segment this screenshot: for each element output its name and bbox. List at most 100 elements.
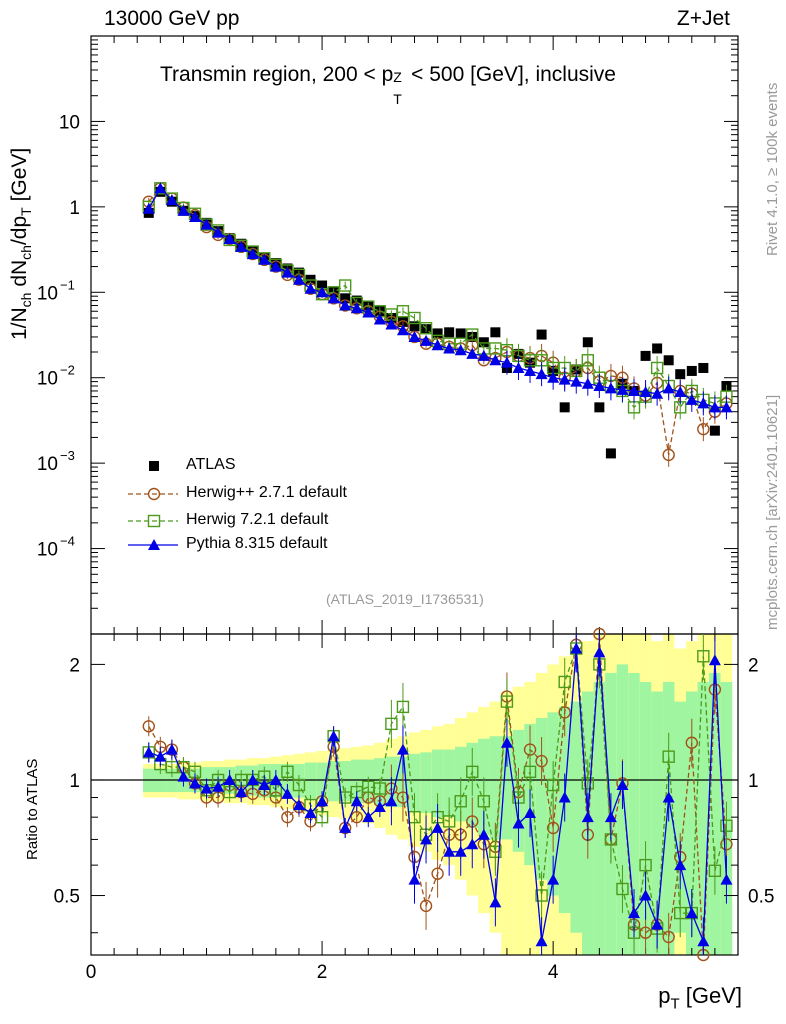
band-inner (628, 672, 640, 955)
y-tick-label: 10 (37, 369, 58, 390)
pythia-marker (212, 780, 225, 792)
herwig7-marker (454, 795, 467, 808)
pythia-marker (292, 273, 305, 285)
pythia-marker (408, 873, 421, 885)
pythia-marker (200, 782, 213, 794)
pythia-marker (604, 382, 617, 394)
herwig7-marker (396, 700, 410, 714)
herwig7-marker (546, 778, 560, 792)
herwig7-marker (708, 864, 722, 877)
herwigpp-marker (558, 706, 571, 719)
pythia-marker (477, 828, 490, 840)
pythia-marker (235, 240, 248, 252)
pythia-marker (258, 779, 271, 791)
legend-herwig7: Herwig 7.2.1 default (186, 511, 329, 528)
y-axis-label-part: [GeV] (8, 147, 31, 208)
y-tick-exponent: −3 (60, 448, 75, 463)
plot-title-sub: T (393, 91, 402, 107)
atlas-marker (640, 350, 651, 361)
herwig7-marker (489, 845, 502, 858)
herwig7-marker (466, 328, 479, 341)
pythia-marker (547, 873, 560, 885)
pythia-marker (269, 773, 282, 785)
pythia-marker (662, 791, 675, 803)
band-inner (674, 701, 687, 933)
legend: ATLAS Herwig++ 2.7.1 default Herwig 7.2.… (124, 454, 424, 564)
ratio-axis-label: Ratio to ATLAS (24, 758, 41, 860)
herwig7-marker (616, 882, 629, 896)
y-tick-exponent: −1 (60, 277, 75, 292)
herwig7-marker (639, 858, 652, 872)
pythia-marker (269, 260, 282, 272)
pythia-marker (477, 349, 490, 361)
band-inner (420, 752, 432, 814)
pythia-marker (258, 253, 271, 265)
legend-pythia: Pythia 8.315 default (186, 535, 328, 552)
process-label: Z+Jet (676, 7, 730, 30)
herwig7-series (142, 182, 733, 420)
pythia-marker (443, 845, 456, 857)
herwigpp-marker (281, 810, 294, 824)
pythia-marker (558, 373, 571, 385)
pythia-marker (628, 907, 641, 919)
atlas-marker (709, 425, 720, 436)
pythia-marker (420, 833, 433, 845)
pythia-ratio-series (142, 634, 733, 955)
ratio-tick-label-left: 2 (69, 655, 80, 676)
herwig7-marker (396, 305, 410, 318)
data-series (128, 182, 733, 962)
pythia-marker (593, 646, 606, 658)
pythia-marker (674, 386, 687, 398)
band-inner (489, 736, 502, 840)
herwig7-marker (281, 765, 294, 779)
atlas-marker (432, 328, 443, 339)
herwig7-marker (373, 782, 387, 795)
pythia-marker (685, 393, 698, 405)
pythia-series (142, 182, 733, 420)
pythia-marker (697, 935, 710, 947)
band-inner (686, 691, 698, 955)
pythia-marker (246, 773, 259, 785)
herwig7-marker (500, 695, 514, 708)
pythia-marker (651, 918, 664, 930)
herwigpp-line (148, 187, 727, 455)
pythia-marker (535, 935, 548, 947)
y-tick-label: 10 (37, 454, 58, 475)
y-tick-exponent: −2 (60, 363, 75, 378)
pythia-marker (327, 292, 340, 304)
herwigpp-marker (546, 821, 560, 835)
pythia-marker (651, 387, 664, 399)
herwig7-marker (147, 514, 161, 528)
pythia-marker (674, 859, 687, 871)
atlas-marker (652, 343, 663, 354)
pythia-marker (316, 795, 329, 807)
herwig7-marker (697, 650, 710, 663)
pythia-marker (339, 299, 352, 311)
energy-label: 13000 GeV pp (104, 7, 240, 30)
atlas-marker (559, 402, 570, 413)
atlas-marker (455, 328, 466, 339)
y-tick-exponent: −4 (60, 534, 75, 549)
y-axis-label-part: /dp (8, 215, 31, 246)
herwigpp-marker (535, 754, 548, 768)
pythia-marker (616, 779, 629, 791)
pythia-marker (316, 286, 329, 298)
pythia-marker (188, 777, 201, 789)
band-inner (339, 761, 351, 802)
pythia-marker (154, 182, 167, 194)
pythia-marker (177, 770, 190, 782)
herwig7-marker (315, 810, 329, 824)
pythia-marker (142, 202, 155, 214)
y-axis-label-sub: ch (18, 245, 35, 260)
herwig7-marker (419, 321, 433, 335)
ratio-tick-label-right: 0.5 (748, 887, 774, 908)
band-inner (639, 681, 652, 955)
pythia-marker (327, 730, 340, 742)
pythia-marker (177, 204, 190, 216)
pythia-marker (235, 786, 248, 798)
pythia-marker (500, 356, 513, 368)
pythia-marker (165, 194, 178, 206)
ratio-tick-label-right: 1 (748, 771, 759, 792)
herwig7-marker (581, 777, 595, 790)
rivet-label: Rivet 4.1.0, ≥ 100k events (764, 82, 781, 256)
